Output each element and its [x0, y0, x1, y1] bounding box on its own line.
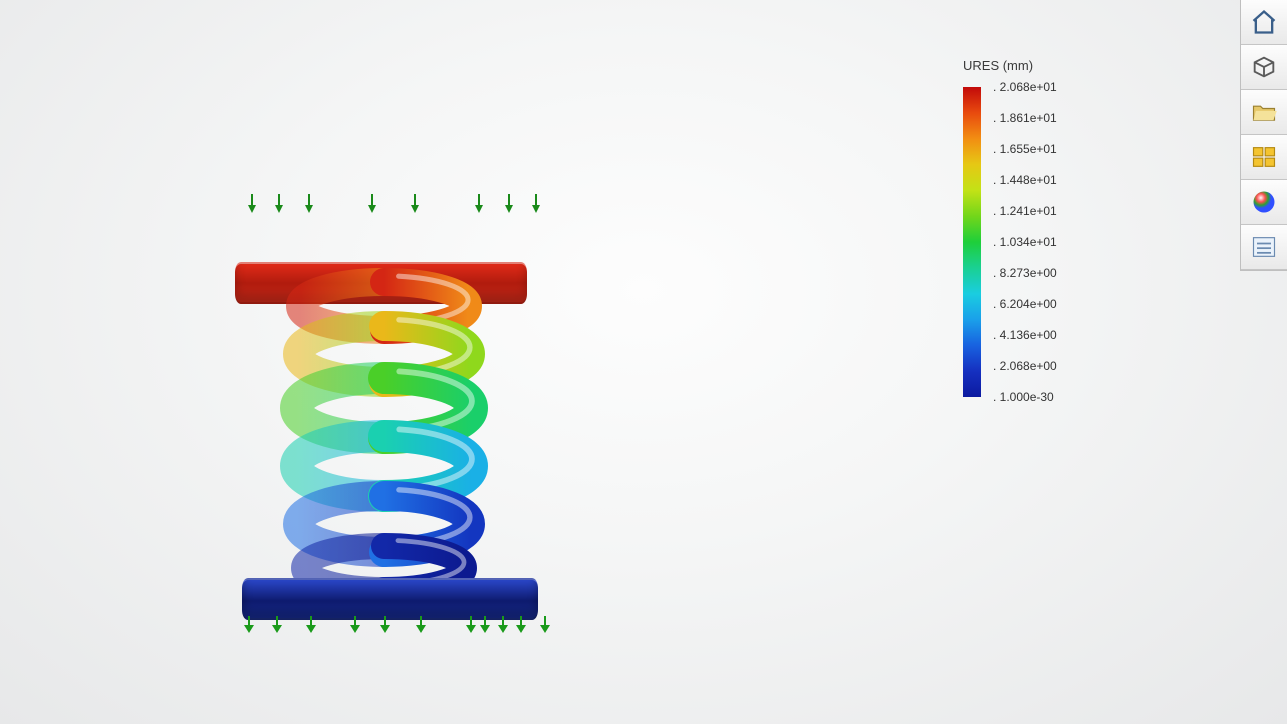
force-arrow — [305, 194, 313, 214]
legend-tick: 4.136e+00 — [993, 328, 1057, 342]
legend-tick: 1.241e+01 — [993, 204, 1057, 218]
fixture-symbol — [350, 616, 360, 634]
options-list-icon — [1250, 233, 1278, 261]
appearance-button[interactable] — [1241, 180, 1287, 225]
spring-coil — [280, 288, 490, 598]
force-arrow — [248, 194, 256, 214]
cube-icon — [1250, 53, 1278, 81]
fixture-symbol — [540, 616, 550, 634]
legend-tick: 8.273e+00 — [993, 266, 1057, 280]
fixture-symbol — [498, 616, 508, 634]
legend-labels: 2.068e+011.861e+011.655e+011.448e+011.24… — [993, 87, 1083, 397]
fixture-symbol — [244, 616, 254, 634]
appearance-icon — [1250, 188, 1278, 216]
fixture-symbol — [516, 616, 526, 634]
fixture-symbol — [306, 616, 316, 634]
legend-color-bar — [963, 87, 981, 397]
force-arrow — [475, 194, 483, 214]
open-button[interactable] — [1241, 90, 1287, 135]
right-toolbar — [1240, 0, 1287, 271]
fixture-symbol — [466, 616, 476, 634]
color-legend: URES (mm) 2.068e+01 1.861e+01 1.655e+01 1.4… — [963, 58, 1083, 397]
force-arrow — [505, 194, 513, 214]
legend-title: URES (mm) — [963, 58, 1083, 73]
panels-button[interactable] — [1241, 135, 1287, 180]
fixture-symbol — [272, 616, 282, 634]
home-button[interactable] — [1241, 0, 1287, 45]
legend-tick: 1.861e+01 — [993, 111, 1057, 125]
bottom-plate — [242, 578, 538, 620]
options-button[interactable] — [1241, 225, 1287, 270]
open-folder-icon — [1250, 98, 1278, 126]
fixture-symbol — [380, 616, 390, 634]
force-arrow — [532, 194, 540, 214]
legend-tick: 1.034e+01 — [993, 235, 1057, 249]
home-icon — [1250, 8, 1278, 36]
force-arrow — [275, 194, 283, 214]
legend-tick: 1.655e+01 — [993, 142, 1057, 156]
legend-tick: 2.068e+00 — [993, 359, 1057, 373]
legend-tick: 2.068e+01 — [993, 80, 1057, 94]
panels-icon — [1250, 143, 1278, 171]
simulation-viewport[interactable]: URES (mm) 2.068e+01 1.861e+01 1.655e+01 1.4… — [0, 0, 1287, 724]
force-arrow — [411, 194, 419, 214]
legend-tick: 1.448e+01 — [993, 173, 1057, 187]
legend-tick: 6.204e+00 — [993, 297, 1057, 311]
spring-model[interactable] — [220, 180, 560, 650]
fixture-symbol — [416, 616, 426, 634]
cube-button[interactable] — [1241, 45, 1287, 90]
force-arrow — [368, 194, 376, 214]
legend-tick: 1.000e-30 — [993, 390, 1054, 404]
fixture-symbol — [480, 616, 490, 634]
